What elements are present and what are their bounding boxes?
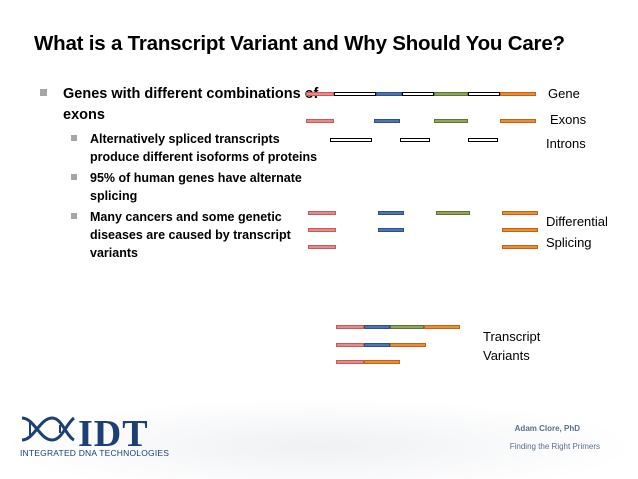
main-bullet: Genes with different combinations of exo…	[40, 84, 330, 126]
bullet-list: Genes with different combinations of exo…	[40, 84, 330, 262]
gene-intron-1	[334, 92, 376, 96]
sub-bullet-text: Many cancers and some genetic diseases a…	[90, 210, 291, 260]
exon-3	[434, 119, 468, 123]
tv-exon-2	[364, 343, 390, 347]
differential-label-line2: Splicing	[546, 235, 592, 250]
tv-exon-3	[390, 325, 424, 329]
main-bullet-text: Genes with different combinations of exo…	[63, 86, 319, 123]
tv-exon-1	[336, 325, 364, 329]
differential-label-line1: Differential	[546, 214, 608, 229]
sub-bullet: Alternatively spliced transcripts produc…	[66, 130, 330, 166]
exon-4	[500, 119, 536, 123]
intron-3	[468, 138, 498, 142]
tv-exon-1	[336, 360, 364, 364]
gene-exon-3	[434, 92, 468, 96]
ds-exon-4	[502, 211, 538, 215]
bullet-square-icon	[40, 89, 47, 96]
sub-bullet: 95% of human genes have alternate splici…	[66, 169, 330, 205]
slide-title: What is a Transcript Variant and Why Sho…	[34, 32, 565, 55]
logo-subtitle: INTEGRATED DNA TECHNOLOGIES	[20, 448, 170, 458]
intron-1	[330, 138, 372, 142]
tv-exon-2	[364, 325, 390, 329]
tv-exon-4	[424, 325, 460, 329]
gene-exon-1	[306, 92, 334, 96]
ds-exon-4	[502, 228, 538, 232]
sub-bullet-text: 95% of human genes have alternate splici…	[90, 171, 302, 203]
intron-2	[400, 138, 430, 142]
ds-exon-1	[308, 211, 336, 215]
gene-exon-4	[500, 92, 536, 96]
bullet-square-icon	[71, 213, 77, 219]
exons-label: Exons	[550, 112, 587, 127]
ds-exon-3	[436, 211, 470, 215]
ds-exon-1	[308, 228, 336, 232]
introns-label: Introns	[546, 136, 586, 151]
tv-exon-4	[364, 360, 400, 364]
ds-exon-1	[308, 245, 336, 249]
gene-intron-3	[468, 92, 500, 96]
transcript-label-line2: Variants	[483, 348, 530, 363]
tv-exon-4	[390, 343, 426, 347]
footer-author: Adam Clore, PhD	[514, 424, 580, 433]
transcript-label-line1: Transcript	[483, 329, 541, 344]
tv-exon-1	[336, 343, 364, 347]
exon-1	[306, 119, 334, 123]
footer-background	[0, 398, 638, 479]
dna-helix-icon	[21, 416, 76, 442]
gene-exon-2	[376, 92, 402, 96]
logo-wordmark: IDT	[78, 413, 149, 455]
sub-bullet: Many cancers and some genetic diseases a…	[66, 208, 330, 262]
ds-exon-2	[378, 228, 404, 232]
bullet-square-icon	[71, 135, 77, 141]
gene-label: Gene	[548, 86, 580, 101]
bullet-square-icon	[71, 174, 77, 180]
gene-intron-2	[402, 92, 434, 96]
exon-2	[374, 119, 400, 123]
ds-exon-4	[502, 245, 538, 249]
footer-subtitle: Finding the Right Primers	[509, 442, 600, 451]
ds-exon-2	[378, 211, 404, 215]
sub-bullet-text: Alternatively spliced transcripts produc…	[90, 132, 318, 164]
idt-logo: IDT	[21, 413, 149, 455]
